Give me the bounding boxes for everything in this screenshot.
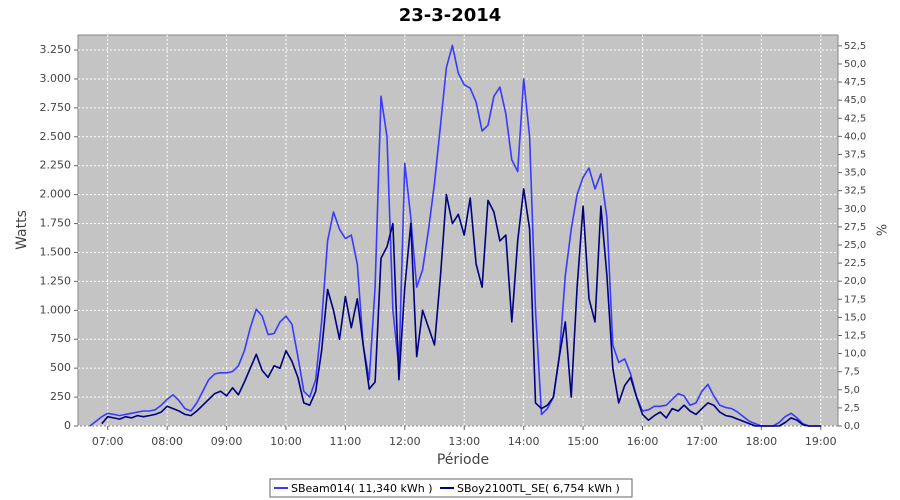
y2-tick-label: 22,5 [844,258,866,269]
y2-tick-label: 37,5 [844,149,866,160]
x-tick-label: 14:00 [508,435,540,448]
y-tick-label: 1.000 [40,303,72,316]
y-tick-label: 2.500 [40,130,72,143]
legend-label: SBoy2100TL_SE( 6,754 kWh ) [457,482,620,495]
plot-area [77,34,839,427]
y2-tick-label: 42,5 [844,113,866,124]
y-tick-label: 750 [50,332,71,345]
y2-tick-label: 40,0 [844,131,866,142]
legend-label: SBeam014( 11,340 kWh ) [291,482,433,495]
y2-tick-label: 10,0 [844,349,866,360]
x-tick-label: 19:00 [805,435,837,448]
x-tick-label: 18:00 [745,435,777,448]
y-tick-label: 1.750 [40,217,72,230]
y-tick-label: 500 [50,361,71,374]
y-tick-label: 2.750 [40,101,72,114]
y2-tick-label: 17,5 [844,294,866,305]
y2-tick-label: 12,5 [844,330,866,341]
y-tick-label: 250 [50,390,71,403]
x-axis-label: Période [437,452,489,468]
x-tick-label: 10:00 [270,435,302,448]
y2-tick-label: 45,0 [844,95,866,106]
y-tick-label: 2.000 [40,188,72,201]
y2-tick-label: 30,0 [844,204,866,215]
y-tick-label: 3.000 [40,72,72,85]
y-tick-label: 1.250 [40,274,72,287]
y2-tick-label: 50,0 [844,59,866,70]
y2-tick-label: 15,0 [844,312,866,323]
y2-tick-label: 32,5 [844,186,866,197]
y2-tick-label: 25,0 [844,240,866,251]
x-tick-label: 13:00 [448,435,480,448]
y-axis-label: Watts [14,210,30,250]
y2-tick-label: 27,5 [844,222,866,233]
y2-tick-label: 52,5 [844,41,866,52]
y2-tick-label: 7,5 [844,367,860,378]
y2-tick-label: 35,0 [844,168,866,179]
y-tick-label: 1.500 [40,245,72,258]
x-tick-label: 11:00 [330,435,362,448]
y2-axis-label: % [873,224,888,236]
x-tick-label: 09:00 [211,435,243,448]
y2-tick-label: 0,0 [844,421,860,432]
y2-tick-label: 47,5 [844,77,866,88]
y-tick-label: 2.250 [40,159,72,172]
y2-tick-label: 2,5 [844,403,860,414]
y-tick-label: 0 [64,419,71,432]
chart-title: 23-3-2014 [399,5,502,26]
x-tick-label: 07:00 [92,435,124,448]
y-tick-label: 3.250 [40,43,72,56]
x-tick-label: 08:00 [151,435,183,448]
x-tick-label: 15:00 [567,435,599,448]
y2-tick-label: 20,0 [844,276,866,287]
series-line [101,188,821,427]
series-line [89,44,821,427]
y2-tick-label: 5,0 [844,385,860,396]
x-tick-label: 16:00 [627,435,659,448]
x-tick-label: 17:00 [686,435,718,448]
x-tick-label: 12:00 [389,435,421,448]
